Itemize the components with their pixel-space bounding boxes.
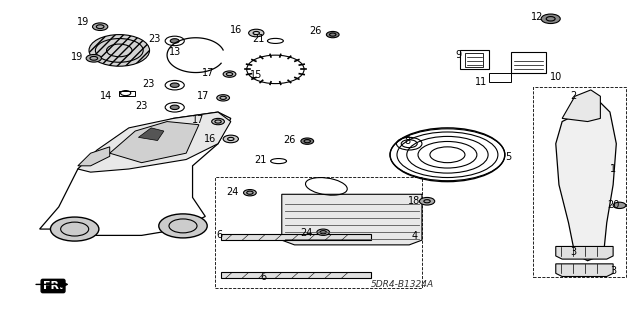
Text: 10: 10 — [550, 72, 562, 82]
Text: 15: 15 — [250, 70, 262, 80]
Text: 6: 6 — [261, 271, 267, 281]
Circle shape — [93, 23, 108, 31]
Bar — [465, 53, 483, 67]
Circle shape — [326, 32, 339, 38]
Text: 5DR4-B1324A: 5DR4-B1324A — [371, 280, 435, 289]
Circle shape — [170, 39, 179, 43]
Text: 23: 23 — [142, 78, 154, 89]
Bar — [511, 52, 546, 72]
Bar — [460, 50, 489, 69]
Circle shape — [248, 29, 264, 37]
Circle shape — [244, 189, 256, 196]
Circle shape — [317, 229, 330, 235]
Bar — [221, 272, 371, 278]
Text: 6: 6 — [216, 230, 222, 240]
Text: 17: 17 — [202, 68, 214, 78]
Text: 1: 1 — [610, 164, 616, 174]
Circle shape — [217, 95, 230, 101]
Polygon shape — [138, 128, 164, 141]
Ellipse shape — [89, 34, 150, 66]
Bar — [489, 72, 511, 82]
Text: 23: 23 — [148, 34, 161, 44]
Circle shape — [212, 118, 225, 125]
Circle shape — [223, 71, 236, 77]
Bar — [119, 91, 135, 96]
Text: FR.: FR. — [43, 281, 63, 291]
Text: 26: 26 — [309, 26, 322, 36]
Bar — [221, 234, 371, 240]
Text: 3: 3 — [570, 247, 577, 257]
Text: 24: 24 — [226, 187, 238, 197]
Text: 13: 13 — [168, 47, 181, 57]
Circle shape — [86, 55, 101, 62]
Text: 12: 12 — [531, 12, 543, 22]
Text: 9: 9 — [456, 50, 462, 60]
Text: 23: 23 — [136, 101, 148, 111]
Text: 21: 21 — [255, 155, 267, 165]
Text: 16: 16 — [204, 134, 216, 144]
Text: 24: 24 — [300, 228, 312, 238]
Text: 17: 17 — [196, 91, 209, 101]
Text: 19: 19 — [70, 52, 83, 62]
Text: 8: 8 — [405, 136, 411, 146]
Text: 21: 21 — [252, 34, 264, 44]
Circle shape — [541, 14, 560, 24]
Polygon shape — [78, 147, 109, 166]
Circle shape — [170, 105, 179, 109]
Text: 17: 17 — [191, 115, 204, 125]
Polygon shape — [78, 112, 231, 172]
Text: 19: 19 — [77, 17, 89, 27]
Polygon shape — [556, 264, 613, 277]
Circle shape — [419, 197, 435, 205]
Polygon shape — [562, 90, 600, 122]
Circle shape — [159, 214, 207, 238]
Text: 16: 16 — [230, 25, 242, 35]
Polygon shape — [556, 103, 616, 261]
Circle shape — [51, 217, 99, 241]
Circle shape — [170, 83, 179, 87]
Bar — [215, 177, 422, 287]
Polygon shape — [282, 194, 422, 245]
Text: 18: 18 — [408, 196, 420, 206]
Text: 4: 4 — [412, 231, 417, 241]
Circle shape — [223, 135, 239, 143]
Text: 2: 2 — [570, 91, 577, 101]
Polygon shape — [109, 122, 199, 163]
Circle shape — [301, 138, 314, 144]
Circle shape — [613, 202, 626, 209]
Text: 14: 14 — [100, 91, 113, 101]
Text: 3: 3 — [610, 266, 616, 276]
Text: 11: 11 — [474, 77, 486, 87]
Text: 26: 26 — [284, 135, 296, 145]
Bar — [534, 87, 626, 277]
Text: 5: 5 — [506, 152, 512, 162]
Polygon shape — [556, 247, 613, 259]
Text: 20: 20 — [607, 200, 620, 210]
